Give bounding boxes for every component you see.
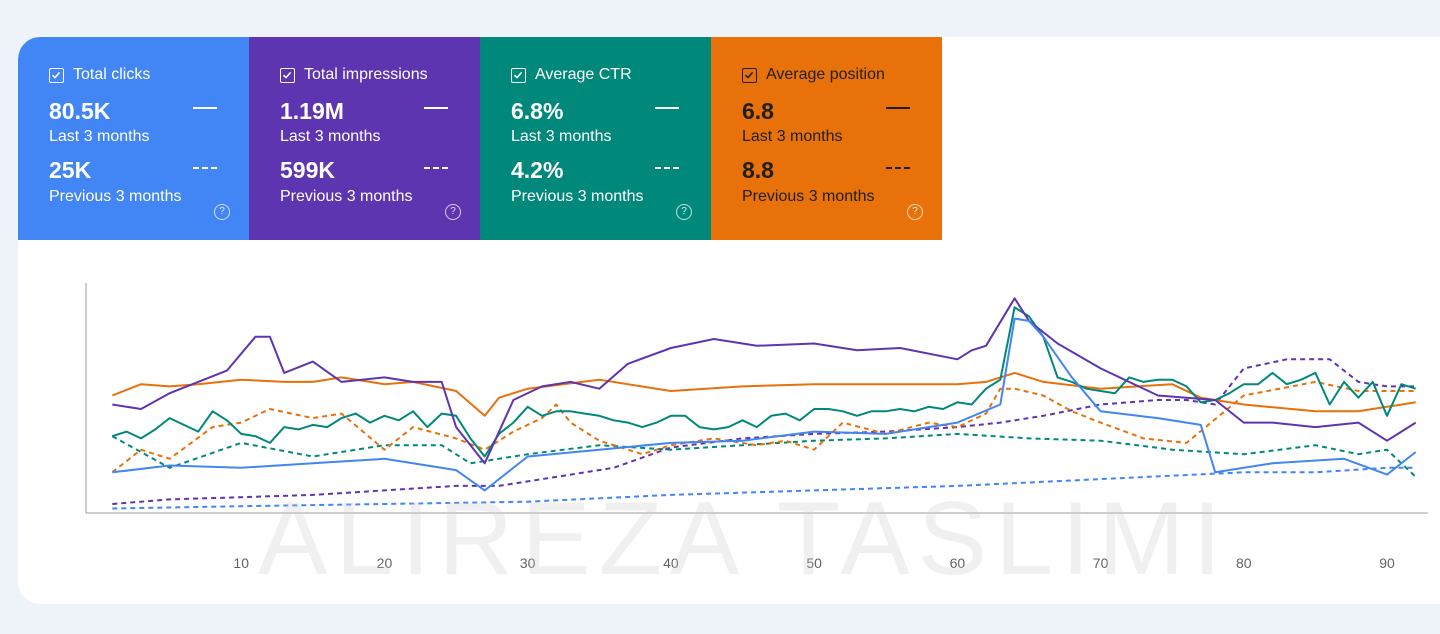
- metric-current-value: 6.8%: [511, 98, 564, 124]
- series-line-clicks-current: [112, 317, 1417, 492]
- checkbox-checked-icon[interactable]: [49, 67, 64, 83]
- series-line-impressions-current: [112, 297, 1417, 465]
- metric-card-average-ctr[interactable]: Average CTR 6.8% Last 3 months 4.2% Prev…: [480, 37, 711, 240]
- previous-period-label: Previous 3 months: [280, 188, 413, 205]
- metric-current-value: 6.8: [742, 98, 774, 124]
- previous-period-label: Previous 3 months: [49, 188, 182, 205]
- metric-card-total-clicks[interactable]: Total clicks 80.5K Last 3 months 25K Pre…: [18, 37, 249, 240]
- metric-previous-value: 25K: [49, 157, 92, 183]
- previous-period-label: Previous 3 months: [742, 188, 875, 205]
- performance-line-chart: 10 20 30 40 50 60 70 80 90: [85, 283, 1428, 571]
- x-tick-label: 50: [806, 555, 822, 571]
- help-icon[interactable]: ?: [214, 204, 230, 220]
- previous-period-label: Previous 3 months: [511, 188, 644, 205]
- metric-label: Average CTR: [535, 66, 632, 83]
- x-axis-ticks: 10 20 30 40 50 60 70 80 90: [233, 555, 1395, 571]
- solid-line-legend-icon: [655, 107, 679, 109]
- x-tick-label: 60: [950, 555, 966, 571]
- metric-card-total-impressions[interactable]: Total impressions 1.19M Last 3 months 59…: [249, 37, 480, 240]
- metric-cards: Total clicks 80.5K Last 3 months 25K Pre…: [18, 37, 942, 240]
- x-tick-label: 70: [1093, 555, 1109, 571]
- chart-axes: [85, 283, 1428, 514]
- series-line-clicks-previous: [112, 466, 1416, 510]
- current-period-label: Last 3 months: [511, 128, 612, 145]
- x-tick-label: 80: [1236, 555, 1252, 571]
- solid-line-legend-icon: [193, 107, 217, 109]
- metric-current-value: 1.19M: [280, 98, 344, 124]
- metric-label: Total clicks: [73, 66, 151, 83]
- current-period-label: Last 3 months: [742, 128, 843, 145]
- metric-label: Total impressions: [304, 66, 428, 83]
- dashed-line-legend-icon: [655, 167, 679, 169]
- x-tick-label: 30: [520, 555, 536, 571]
- dashed-line-legend-icon: [424, 167, 448, 169]
- watermark-text: ALIREZA TASLIMI: [258, 481, 1230, 597]
- x-tick-label: 40: [663, 555, 679, 571]
- metric-current-value: 80.5K: [49, 98, 111, 124]
- checkbox-checked-icon[interactable]: [511, 67, 526, 83]
- x-tick-label: 10: [233, 555, 249, 571]
- x-tick-label: 20: [377, 555, 393, 571]
- dashed-line-legend-icon: [193, 167, 217, 169]
- series-line-position-current: [111, 371, 1416, 417]
- help-icon[interactable]: ?: [445, 204, 461, 220]
- dashed-line-legend-icon: [886, 167, 910, 169]
- chart-series: [111, 297, 1417, 510]
- checkbox-checked-icon[interactable]: [742, 67, 757, 83]
- metric-previous-value: 4.2%: [511, 157, 564, 183]
- metric-label: Average position: [766, 66, 885, 83]
- current-period-label: Last 3 months: [280, 128, 381, 145]
- metric-card-average-position[interactable]: Average position 6.8 Last 3 months 8.8 P…: [711, 37, 942, 240]
- help-icon[interactable]: ?: [907, 204, 923, 220]
- series-line-ctr-previous: [111, 432, 1417, 478]
- solid-line-legend-icon: [424, 107, 448, 109]
- solid-line-legend-icon: [886, 107, 910, 109]
- performance-panel: Total clicks 80.5K Last 3 months 25K Pre…: [18, 37, 1440, 604]
- current-period-label: Last 3 months: [49, 128, 150, 145]
- metric-previous-value: 8.8: [742, 157, 774, 183]
- checkbox-checked-icon[interactable]: [280, 67, 295, 83]
- metric-previous-value: 599K: [280, 157, 335, 183]
- help-icon[interactable]: ?: [676, 204, 692, 220]
- x-tick-label: 90: [1379, 555, 1395, 571]
